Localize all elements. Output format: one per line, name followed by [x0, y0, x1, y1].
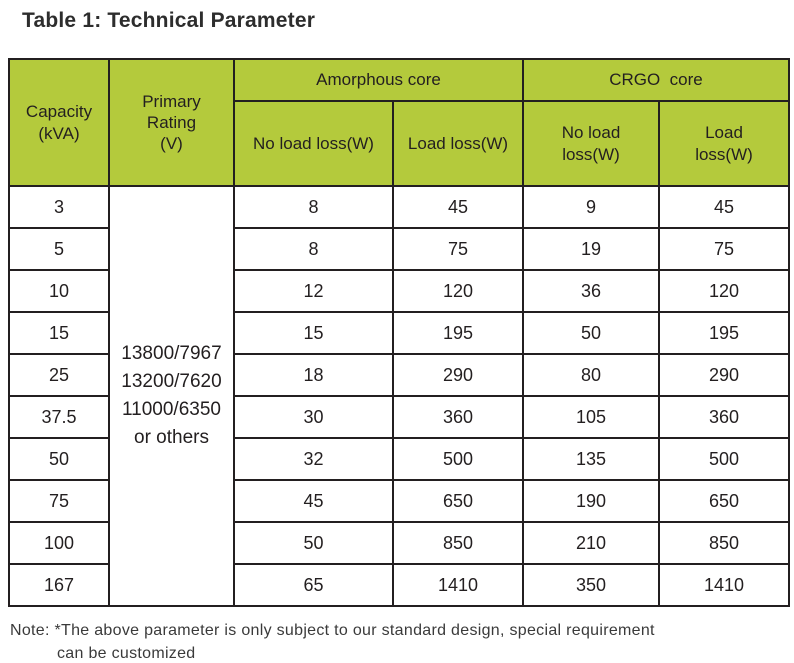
- crgo-no-load-loss-cell: 135: [522, 437, 660, 481]
- crgo-no-load-loss-cell: 19: [522, 227, 660, 271]
- crgo-load-loss-cell: 195: [658, 311, 790, 355]
- crgo-load-loss-cell: 120: [658, 269, 790, 313]
- amorphous-load-loss-cell: 850: [392, 521, 524, 565]
- crgo-load-loss-cell: 360: [658, 395, 790, 439]
- crgo-no-load-loss-cell: 50: [522, 311, 660, 355]
- amorphous-no-load-loss-cell: 8: [233, 185, 394, 229]
- amorphous-load-loss-cell: 75: [392, 227, 524, 271]
- capacity-header: Capacity (kVA): [8, 58, 110, 187]
- table-body: 3 13800/7967 13200/7620 11000/6350 or ot…: [8, 185, 790, 607]
- amorphous-load-loss-cell: 45: [392, 185, 524, 229]
- amorphous-load-loss-cell: 120: [392, 269, 524, 313]
- amorphous-load-loss-cell: 360: [392, 395, 524, 439]
- crgo-no-load-loss-cell: 210: [522, 521, 660, 565]
- capacity-cell: 3: [8, 185, 110, 229]
- header-sub-row: No load loss(W) Load loss(W) No load los…: [9, 100, 790, 187]
- table-row: 75 45 650 190 650: [8, 479, 790, 523]
- crgo-no-load-loss-header: No load loss(W): [522, 100, 660, 187]
- capacity-cell: 15: [8, 311, 110, 355]
- amorphous-no-load-loss-cell: 8: [233, 227, 394, 271]
- amorphous-no-load-loss-cell: 32: [233, 437, 394, 481]
- table-row: 37.5 30 360 105 360: [8, 395, 790, 439]
- amorphous-no-load-loss-cell: 12: [233, 269, 394, 313]
- crgo-no-load-loss-cell: 9: [522, 185, 660, 229]
- primary-rating-value-cell: 13800/7967 13200/7620 11000/6350 or othe…: [108, 185, 235, 607]
- table-row: 10 12 120 36 120: [8, 269, 790, 313]
- crgo-load-loss-header: Load loss(W): [658, 100, 790, 187]
- amorphous-core-group-header: Amorphous core: [233, 58, 524, 102]
- table-row: 15 15 195 50 195: [8, 311, 790, 355]
- table-header: Capacity (kVA) Primary Rating (V) Amorph…: [8, 58, 790, 187]
- amorphous-no-load-loss-cell: 18: [233, 353, 394, 397]
- capacity-cell: 5: [8, 227, 110, 271]
- crgo-load-loss-cell: 290: [658, 353, 790, 397]
- amorphous-load-loss-cell: 650: [392, 479, 524, 523]
- crgo-no-load-loss-cell: 36: [522, 269, 660, 313]
- crgo-load-loss-cell: 45: [658, 185, 790, 229]
- primary-rating-header: Primary Rating (V): [108, 58, 235, 187]
- amorphous-load-loss-cell: 500: [392, 437, 524, 481]
- crgo-no-load-loss-cell: 105: [522, 395, 660, 439]
- amorphous-load-loss-header: Load loss(W): [392, 100, 524, 187]
- amorphous-load-loss-cell: 1410: [392, 563, 524, 607]
- capacity-cell: 37.5: [8, 395, 110, 439]
- capacity-cell: 167: [8, 563, 110, 607]
- amorphous-load-loss-cell: 195: [392, 311, 524, 355]
- capacity-cell: 25: [8, 353, 110, 397]
- crgo-load-loss-cell: 650: [658, 479, 790, 523]
- amorphous-no-load-loss-cell: 65: [233, 563, 394, 607]
- crgo-load-loss-cell: 500: [658, 437, 790, 481]
- crgo-load-loss-cell: 850: [658, 521, 790, 565]
- note-line-2: can be customized: [57, 645, 196, 663]
- header-group-row: Capacity (kVA) Primary Rating (V) Amorph…: [8, 58, 790, 187]
- capacity-cell: 10: [8, 269, 110, 313]
- table-row: 25 18 290 80 290: [8, 353, 790, 397]
- technical-parameter-table: Capacity (kVA) Primary Rating (V) Amorph…: [8, 58, 790, 607]
- amorphous-no-load-loss-cell: 50: [233, 521, 394, 565]
- amorphous-load-loss-cell: 290: [392, 353, 524, 397]
- table-row: 100 50 850 210 850: [8, 521, 790, 565]
- table-row: 50 32 500 135 500: [8, 437, 790, 481]
- table-row: 167 65 1410 350 1410: [8, 563, 790, 607]
- capacity-cell: 75: [8, 479, 110, 523]
- crgo-load-loss-cell: 1410: [658, 563, 790, 607]
- crgo-no-load-loss-cell: 80: [522, 353, 660, 397]
- table-row: 3 13800/7967 13200/7620 11000/6350 or ot…: [8, 185, 790, 607]
- crgo-no-load-loss-cell: 190: [522, 479, 660, 523]
- amorphous-no-load-loss-cell: 15: [233, 311, 394, 355]
- crgo-no-load-loss-cell: 350: [522, 563, 660, 607]
- amorphous-no-load-loss-header: No load loss(W): [233, 100, 394, 187]
- note: Note: *The above parameter is only subje…: [10, 619, 794, 663]
- page-title: Table 1: Technical Parameter: [22, 9, 316, 32]
- crgo-load-loss-cell: 75: [658, 227, 790, 271]
- capacity-cell: 50: [8, 437, 110, 481]
- amorphous-no-load-loss-cell: 45: [233, 479, 394, 523]
- crgo-core-group-header: CRGO core: [522, 58, 790, 102]
- note-line-1: Note: *The above parameter is only subje…: [10, 622, 655, 639]
- capacity-cell: 100: [8, 521, 110, 565]
- table-row: 5 8 75 19 75: [8, 227, 790, 271]
- amorphous-no-load-loss-cell: 30: [233, 395, 394, 439]
